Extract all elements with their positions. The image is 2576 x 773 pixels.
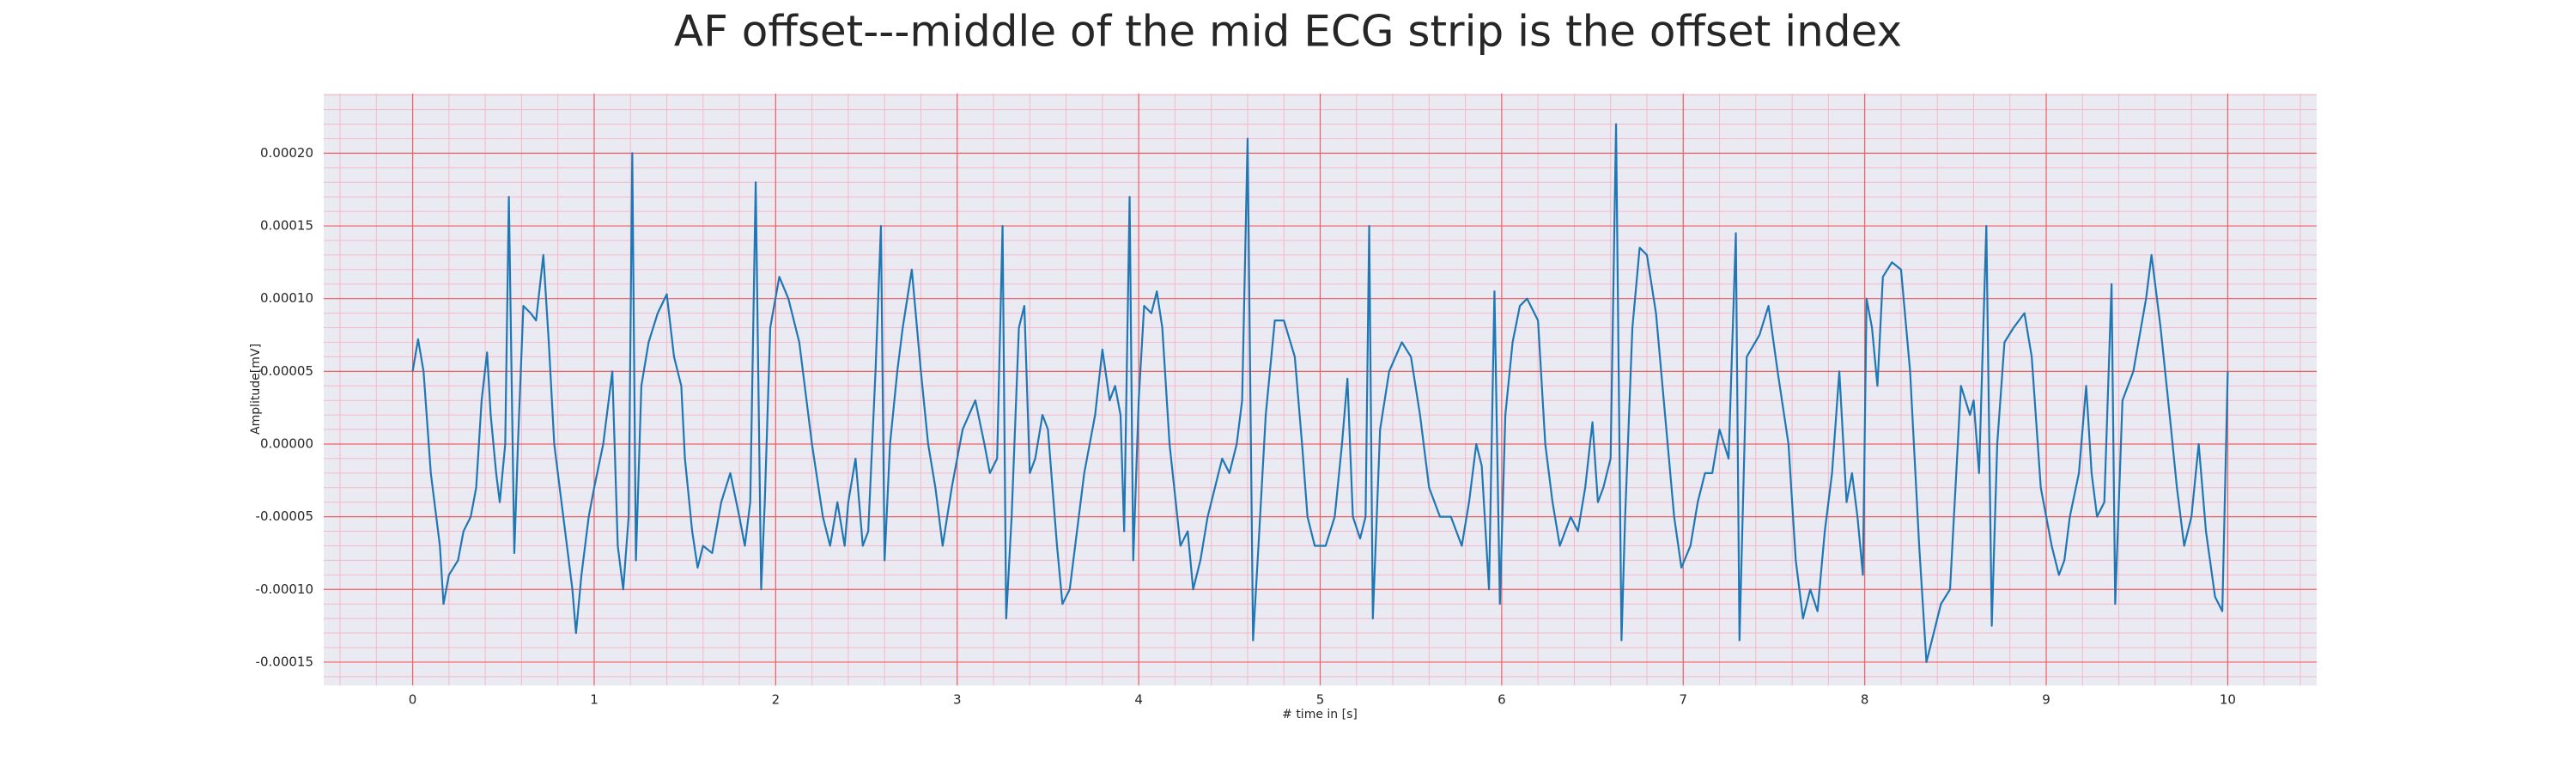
x-tick-label: 0 bbox=[409, 692, 417, 708]
x-tick-label: 9 bbox=[2042, 692, 2050, 708]
y-tick-label: 0.00020 bbox=[260, 145, 313, 161]
x-tick-label: 7 bbox=[1679, 692, 1687, 708]
y-axis-label: Amplitude[mV] bbox=[249, 344, 263, 435]
x-tick-label: 4 bbox=[1134, 692, 1143, 708]
x-tick-label: 3 bbox=[953, 692, 962, 708]
x-tick-label: 6 bbox=[1498, 692, 1506, 708]
y-tick-label: 0.00010 bbox=[260, 290, 313, 306]
x-tick-label: 8 bbox=[1861, 692, 1869, 708]
x-tick-label: 5 bbox=[1316, 692, 1325, 708]
chart-title: AF offset---middle of the mid ECG strip … bbox=[674, 7, 1902, 57]
y-tick-label: -0.00005 bbox=[256, 508, 313, 524]
y-tick-label: -0.00015 bbox=[256, 654, 313, 669]
x-axis-label: # time in [s] bbox=[1282, 708, 1358, 721]
x-tick-label: 1 bbox=[590, 692, 598, 708]
x-tick-label: 10 bbox=[2220, 692, 2236, 708]
x-tick-label: 2 bbox=[772, 692, 781, 708]
y-tick-label: 0.00005 bbox=[260, 363, 313, 379]
y-tick-label: 0.00015 bbox=[260, 218, 313, 234]
ecg-line bbox=[411, 123, 2229, 664]
y-tick-label: -0.00010 bbox=[256, 581, 313, 597]
y-tick-label: 0.00000 bbox=[260, 435, 313, 451]
